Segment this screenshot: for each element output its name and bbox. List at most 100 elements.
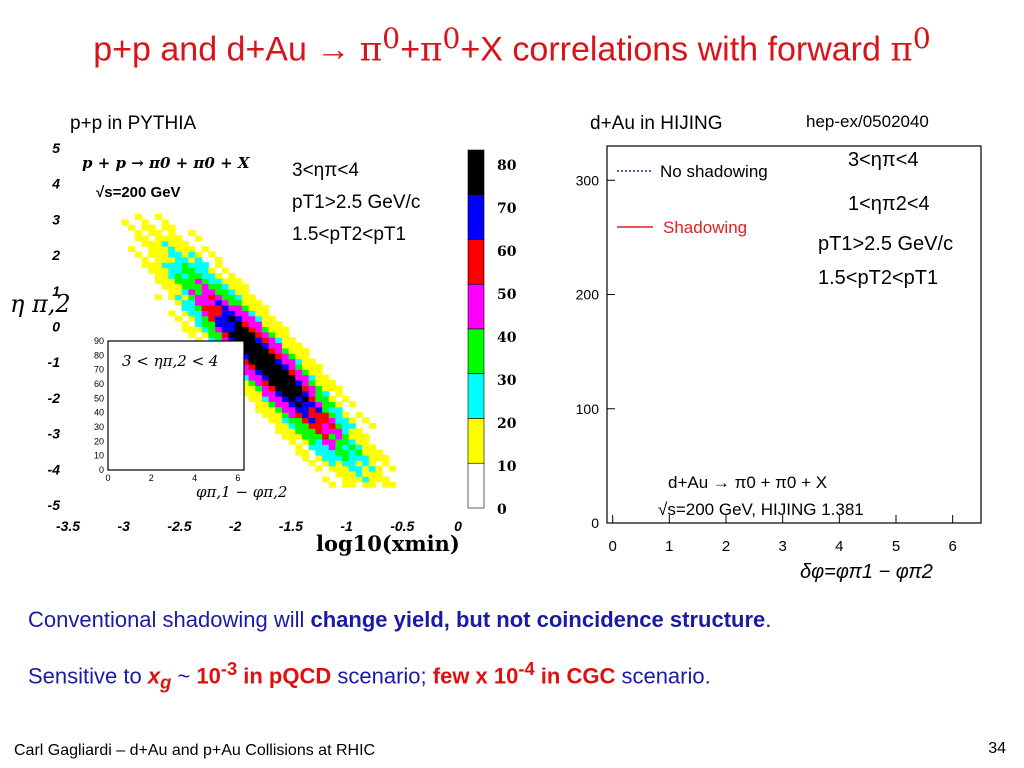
- heatmap-cell: [322, 449, 330, 456]
- heatmap-cell: [335, 412, 343, 419]
- heatmap-cell: [302, 353, 310, 360]
- heatmap-cell: [328, 422, 336, 429]
- heatmap-cell: [315, 455, 323, 461]
- heatmap-cell: [355, 460, 363, 467]
- heatmap-cell: [308, 433, 316, 440]
- heatmap-cell: [201, 331, 209, 338]
- heatmap-cell: [208, 289, 216, 295]
- heatmap-cell: [275, 353, 283, 360]
- heatmap-cell: [228, 342, 236, 349]
- heatmap-cell: [188, 326, 196, 333]
- heatmap-cell: [288, 369, 296, 376]
- heatmap-cell: [228, 347, 236, 354]
- heatmap-cell: [188, 267, 196, 274]
- heatmap-cell: [208, 272, 216, 279]
- heatmap-cell: [235, 321, 243, 327]
- heatmap-cell: [201, 294, 209, 301]
- heatmap-cell: [195, 305, 203, 311]
- heatmap-cell: [181, 262, 189, 269]
- heatmap-cell: [188, 278, 196, 285]
- heatmap-cell: [201, 315, 209, 322]
- heatmap-cell: [235, 294, 243, 301]
- heatmap-cell: [302, 385, 310, 392]
- heatmap-cell: [328, 465, 336, 472]
- heatmap-cell: [215, 337, 223, 344]
- heatmap-cell: [295, 342, 303, 349]
- heatmap-cell: [248, 326, 256, 333]
- heatmap-cell: [275, 428, 283, 435]
- heatmap-cell: [288, 380, 296, 386]
- heatmap-cell: [382, 455, 390, 461]
- heatmap-cell: [355, 455, 363, 461]
- heatmap-cell: [281, 363, 290, 370]
- hist-annotation: √s=200 GeV, HIJING 1.381: [658, 500, 864, 519]
- heatmap-cell: [141, 224, 149, 231]
- heatmap-cell: [261, 353, 270, 360]
- heatmap-cell: [174, 299, 183, 306]
- heatmap-cell: [342, 481, 350, 488]
- heatmap-cell: [281, 390, 290, 397]
- heatmap-cell: [215, 358, 223, 365]
- heatmap-cell: [348, 465, 356, 472]
- heatmap-cell: [248, 331, 256, 338]
- heatmap-cell: [201, 342, 209, 349]
- heatmap-cell: [181, 305, 189, 311]
- inset-x-tick-label: 2: [149, 473, 154, 483]
- heatmap-cell: [268, 315, 276, 322]
- heatmap-cell: [261, 363, 270, 370]
- heatmap-cell: [221, 294, 229, 301]
- heatmap-cell: [241, 358, 250, 365]
- heatmap-cell: [261, 321, 270, 327]
- heatmap-cell: [174, 283, 183, 290]
- heatmap-cell: [342, 396, 350, 402]
- heatmap-cell: [255, 331, 263, 338]
- heatmap-cell: [221, 358, 229, 365]
- heatmap-cell: [322, 476, 330, 483]
- heatmap-cell: [328, 401, 336, 408]
- heatmap-cells: [121, 214, 397, 488]
- hist-annotation: d+Au → π0 + π0 + X: [668, 473, 827, 492]
- heatmap-cell: [335, 471, 343, 477]
- heatmap-cell: [315, 385, 323, 392]
- heatmap-cell: [308, 363, 316, 370]
- heatmap-y-tick-label: 2: [51, 247, 60, 263]
- heatmap-cell: [174, 251, 183, 258]
- heatmap-cell: [181, 267, 189, 274]
- heatmap-cell: [302, 417, 310, 424]
- heatmap-cell: [228, 369, 236, 376]
- heatmap-cell: [288, 401, 296, 408]
- heatmap-cell: [348, 417, 356, 424]
- heatmap-cell: [174, 294, 183, 301]
- heatmap-cell: [128, 246, 136, 253]
- heatmap-cell: [302, 422, 310, 429]
- heatmap-cell: [281, 406, 290, 413]
- heatmap-cell: [208, 347, 216, 354]
- colorbar-tick-label: 30: [497, 373, 517, 389]
- heatmap-cell: [315, 406, 323, 413]
- heatmap-cell: [315, 390, 323, 397]
- heatmap-cell: [154, 235, 163, 242]
- heatmap-cell: [348, 449, 356, 456]
- heatmap-cell: [268, 331, 276, 338]
- hist-x-tick-label: 4: [835, 538, 843, 555]
- heatmap-cell: [241, 390, 250, 397]
- inset-y-tick-label: 60: [94, 379, 104, 389]
- heatmap-cell: [174, 256, 183, 263]
- hist-annotation: 1.5<pT2<pT1: [818, 267, 938, 289]
- heatmap-cell: [201, 272, 209, 279]
- heatmap-cell: [328, 460, 336, 467]
- heatmap-cell: [195, 235, 203, 242]
- heatmap-cell: [154, 294, 163, 301]
- heatmap-cell: [315, 444, 323, 451]
- heatmap-cell: [261, 310, 270, 317]
- heatmap-cell: [335, 428, 343, 435]
- heatmap-cell: [355, 433, 363, 440]
- heatmap-annotation: pT1>2.5 GeV/c: [292, 192, 420, 213]
- heatmap-cell: [161, 267, 169, 274]
- heatmap-cell: [188, 246, 196, 253]
- heatmap-cell: [201, 321, 209, 327]
- heatmap-cell: [322, 417, 330, 424]
- heatmap-cell: [255, 315, 263, 322]
- heatmap-cell: [174, 315, 183, 322]
- histogram-plot: 0 1 2 3 4 5 6 0 100 200 300 No shadowing Shadowing: [576, 146, 982, 555]
